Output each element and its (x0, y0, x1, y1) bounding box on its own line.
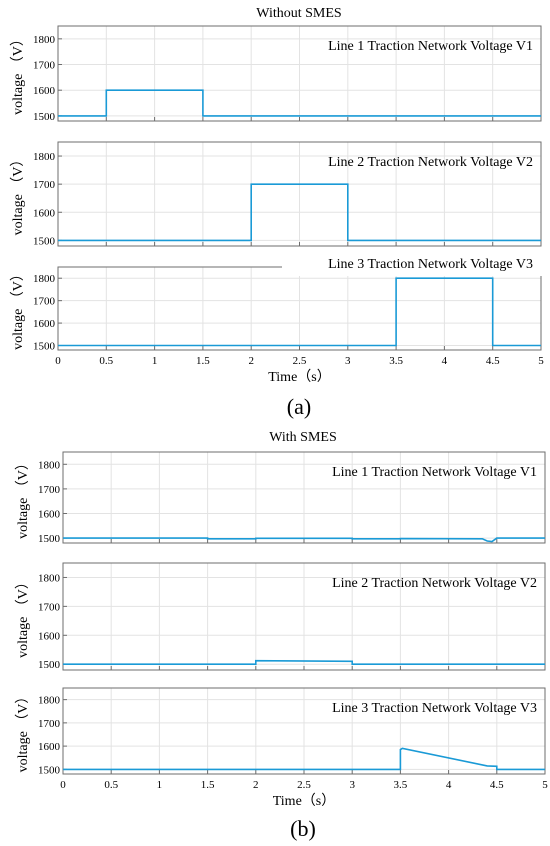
panel-b-caption: (b) (290, 816, 316, 841)
c2-x-tick-label-1: 0.5 (99, 355, 113, 367)
c2-y-tick-label-3: 1800 (33, 273, 56, 285)
c5-x-tick-label-8: 4 (446, 779, 452, 791)
c0-title: Line 1 Traction Network Voltage V1 (328, 39, 533, 54)
c5-x-axis-label: Time（s） (273, 793, 336, 809)
c2-x-tick-label-4: 2 (248, 355, 254, 367)
c5-series-line-0 (63, 747, 545, 771)
c2-x-axis-label: Time（s） (268, 369, 331, 385)
c2-x-tick-label-2: 1 (152, 355, 158, 367)
c3-y-tick-label-2: 1700 (38, 484, 61, 496)
c5-x-tick-label-3: 1.5 (201, 779, 215, 791)
plot-b1: 1500 1600 1700 1800 Line 1 Traction Network … (15, 451, 546, 545)
c4-y-tick-label-1: 1600 (38, 630, 61, 642)
c2-x-tick-label-6: 3 (345, 355, 351, 367)
c2-x-tick-label-8: 4 (442, 355, 448, 367)
c4-title: Line 2 Traction Network Voltage V2 (332, 576, 537, 591)
c2-x-tick-label-3: 1.5 (196, 355, 210, 367)
c3-y-axis-label: voltage （V） (15, 456, 31, 539)
plot-a1: 1500 1600 1700 1800 Line 1 Traction Network … (10, 25, 542, 123)
c5-title: Line 3 Traction Network Voltage V3 (332, 701, 537, 716)
c3-y-tick-label-1: 1600 (38, 508, 61, 520)
c4-y-tick-label-3: 1800 (38, 572, 61, 584)
c1-y-tick-label-1: 1600 (33, 207, 56, 219)
c5-y-tick-label-0: 1500 (38, 764, 61, 776)
c5-x-tick-label-10: 5 (542, 779, 548, 791)
c3-y-tick-label-3: 1800 (38, 459, 61, 471)
c0-y-tick-label-3: 1800 (33, 34, 56, 46)
panel-a-caption: (a) (287, 394, 311, 419)
c4-y-tick-label-0: 1500 (38, 659, 61, 671)
c5-y-tick-label-1: 1600 (38, 741, 61, 753)
c2-x-tick-label-10: 5 (538, 355, 544, 367)
c1-y-tick-label-2: 1700 (33, 179, 56, 191)
c5-x-tick-label-1: 0.5 (104, 779, 118, 791)
c4-y-tick-label-2: 1700 (38, 601, 61, 613)
c2-series-line-0 (58, 277, 541, 347)
c5-x-tick-label-4: 2 (253, 779, 259, 791)
c3-y-tick-label-0: 1500 (38, 533, 61, 545)
c0-y-axis-label: voltage （V） (10, 32, 26, 115)
c2-x-tick-label-5: 2.5 (293, 355, 307, 367)
c4-y-axis-label: voltage （V） (15, 575, 31, 658)
plot-a3: 1500 1600 1700 1800 0 0.5 1 1.5 2 2.5 3 3.5 4 4.5 5 Lin… (10, 248, 544, 385)
c2-y-axis-label: voltage （V） (10, 267, 26, 350)
c5-x-tick-label-5: 2.5 (297, 779, 311, 791)
c3-title: Line 1 Traction Network Voltage V1 (332, 465, 537, 480)
plot-b2: 1500 1600 1700 1800 Line 2 Traction Network … (15, 562, 546, 671)
c2-x-tick-label-7: 3.5 (389, 355, 403, 367)
c5-x-tick-label-7: 3.5 (394, 779, 408, 791)
c5-x-tick-label-2: 1 (157, 779, 163, 791)
c5-y-tick-label-3: 1800 (38, 695, 61, 707)
c2-y-tick-label-1: 1600 (33, 318, 56, 330)
c0-y-tick-label-2: 1700 (33, 60, 56, 72)
c0-y-tick-label-1: 1600 (33, 85, 56, 97)
c2-x-tick-label-9: 4.5 (486, 355, 500, 367)
plot-b3: 1500 1600 1700 1800 0 0.5 1 1.5 2 2.5 3 3.5 4 4.5 5 Lin… (15, 687, 548, 809)
c2-y-tick-label-2: 1700 (33, 296, 56, 308)
c5-y-axis-label: voltage （V） (15, 690, 31, 773)
c1-title: Line 2 Traction Network Voltage V2 (328, 155, 533, 170)
c0-y-tick-label-0: 1500 (33, 111, 56, 123)
c2-title: Line 3 Traction Network Voltage V3 (328, 257, 533, 272)
c1-y-tick-label-0: 1500 (33, 235, 56, 247)
c3-series-line-0 (63, 537, 545, 543)
c2-x-tick-label-0: 0 (55, 355, 61, 367)
c5-y-tick-label-2: 1700 (38, 718, 61, 730)
c5-x-tick-label-0: 0 (60, 779, 66, 791)
group-a-title: Without SMES (256, 6, 341, 21)
c1-series-line-0 (58, 183, 541, 242)
c4-series-line-0 (63, 659, 545, 666)
c5-x-tick-label-9: 4.5 (490, 779, 504, 791)
c1-y-axis-label: voltage （V） (10, 153, 26, 236)
c0-series-line-0 (58, 89, 541, 117)
c5-x-tick-label-6: 3 (349, 779, 355, 791)
c2-y-tick-label-0: 1500 (33, 341, 56, 353)
group-b-title: With SMES (269, 430, 337, 445)
c1-y-tick-label-3: 1800 (33, 151, 56, 163)
c2-title-box (282, 248, 544, 276)
plot-a2: 1500 1600 1700 1800 Line 2 Traction Network … (10, 141, 542, 247)
